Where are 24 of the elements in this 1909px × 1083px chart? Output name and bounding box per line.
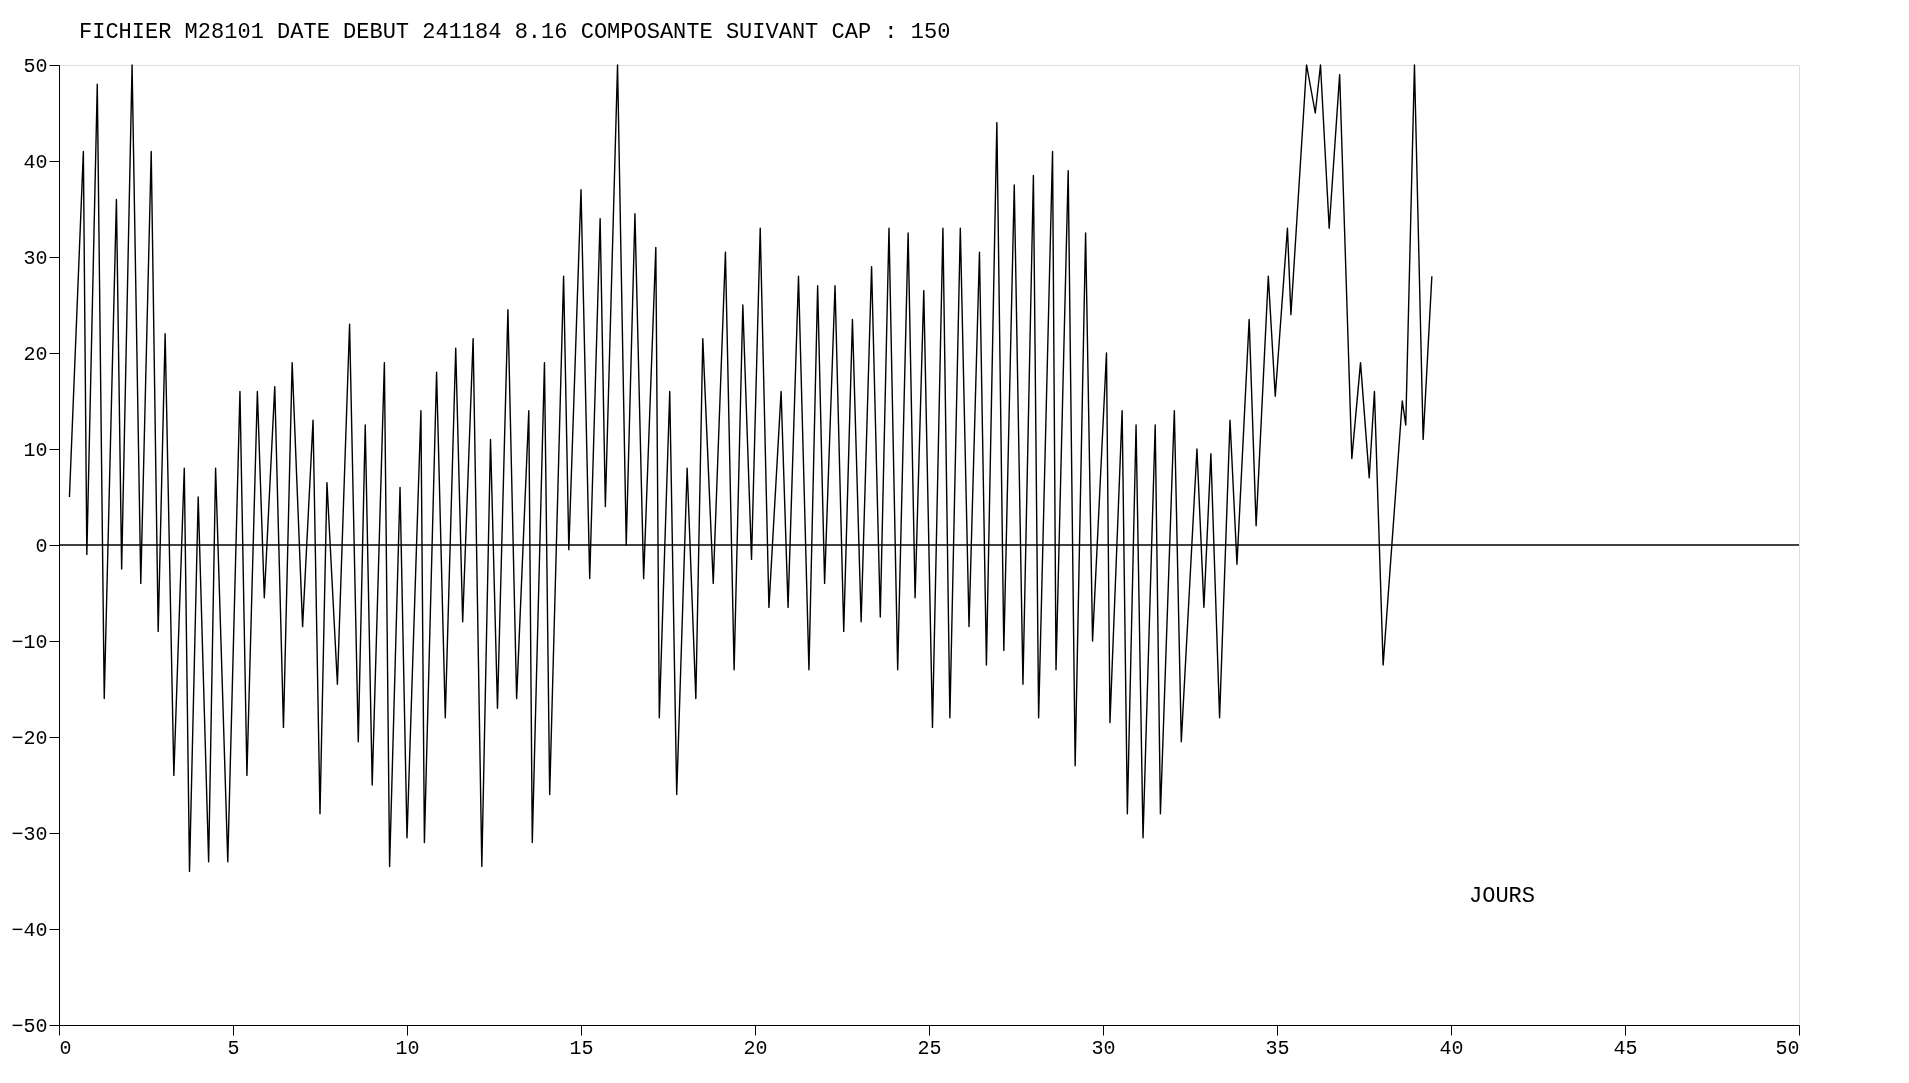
y-tick-label: −20 [11,726,48,750]
x-tick-label: 50 [1775,1036,1800,1060]
x-tick-label: 0 [59,1036,72,1060]
x-tick-label: 20 [743,1036,768,1060]
x-tick-label: 45 [1613,1036,1638,1060]
x-tick-label: 10 [395,1036,420,1060]
y-tick-label: −10 [11,630,48,654]
y-tick-label: 30 [23,246,48,270]
y-tick-label: −30 [11,822,48,846]
x-tick-label: 15 [569,1036,594,1060]
x-tick-label: 25 [917,1036,942,1060]
x-tick-label: 40 [1439,1036,1464,1060]
x-tick-label: 35 [1265,1036,1290,1060]
annotation: JOURS [1469,884,1536,909]
y-tick-label: 50 [23,54,48,78]
x-tick-label: 5 [227,1036,240,1060]
y-tick-label: 10 [23,438,48,462]
y-tick-label: 20 [23,342,48,366]
chart-title: FICHIER M28101 DATE DEBUT 241184 8.16 COMPOSANTE SUIVANT CAP : 150 [79,20,951,45]
y-tick-label: −50 [11,1014,48,1038]
y-tick-label: 0 [35,534,48,558]
x-tick-label: 30 [1091,1036,1116,1060]
y-tick-label: 40 [23,150,48,174]
y-tick-label: −40 [11,918,48,942]
